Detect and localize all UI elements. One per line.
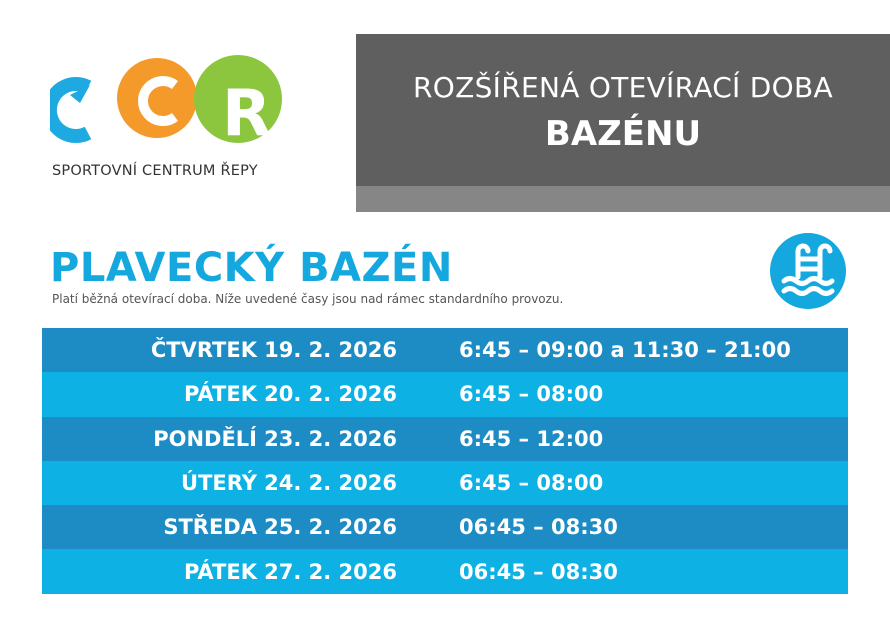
day: PONDĚLÍ — [153, 426, 257, 451]
header-line1: ROZŠÍŘENÁ OTEVÍRACÍ DOBA — [413, 71, 833, 104]
scr-logo: R — [50, 55, 282, 145]
svg-text:R: R — [222, 77, 271, 145]
time: 06:45 – 08:30 — [459, 515, 618, 540]
logo-caption: SPORTOVNÍ CENTRUM ŘEPY — [52, 163, 258, 179]
section-subtitle: Platí běžná otevírací doba. Níže uvedené… — [52, 292, 564, 306]
time: 6:45 – 08:00 — [459, 382, 604, 407]
date: 25. 2. 2026 — [264, 515, 397, 540]
day: STŘEDA — [163, 515, 257, 540]
day: PÁTEK — [183, 559, 257, 584]
table-row: ÚTERÝ 24. 2. 2026 6:45 – 08:00 — [42, 460, 848, 506]
day: ÚTERÝ — [181, 471, 257, 496]
schedule-table: ČTVRTEK 19. 2. 2026 6:45 – 09:00 a 11:30 –… — [42, 328, 848, 594]
date: 19. 2. 2026 — [264, 338, 397, 363]
header-line2: BAZÉNU — [544, 114, 702, 154]
header-strip — [356, 186, 890, 212]
time: 6:45 – 08:00 — [459, 471, 604, 496]
table-row: PÁTEK 27. 2. 2026 06:45 – 08:30 — [42, 549, 848, 594]
time: 6:45 – 12:00 — [459, 426, 604, 451]
date: 20. 2. 2026 — [264, 382, 397, 407]
time: 6:45 – 09:00 a 11:30 – 21:00 — [459, 338, 791, 363]
swimming-pool-ladder-icon — [770, 233, 846, 309]
table-row: ČTVRTEK 19. 2. 2026 6:45 – 09:00 a 11:30 –… — [42, 328, 848, 373]
date: 24. 2. 2026 — [264, 471, 397, 496]
table-row: PONDĚLÍ 23. 2. 2026 6:45 – 12:00 — [42, 416, 848, 461]
date: 23. 2. 2026 — [264, 426, 397, 451]
time: 06:45 – 08:30 — [459, 559, 618, 584]
date: 27. 2. 2026 — [264, 559, 397, 584]
table-row: PÁTEK 20. 2. 2026 6:45 – 08:00 — [42, 372, 848, 417]
day: PÁTEK — [183, 382, 257, 407]
day: ČTVRTEK — [150, 338, 257, 363]
table-row: STŘEDA 25. 2. 2026 06:45 – 08:30 — [42, 505, 848, 550]
section-title: PLAVECKÝ BAZÉN — [50, 245, 453, 291]
header-banner: ROZŠÍŘENÁ OTEVÍRACÍ DOBA BAZÉNU — [356, 34, 890, 212]
